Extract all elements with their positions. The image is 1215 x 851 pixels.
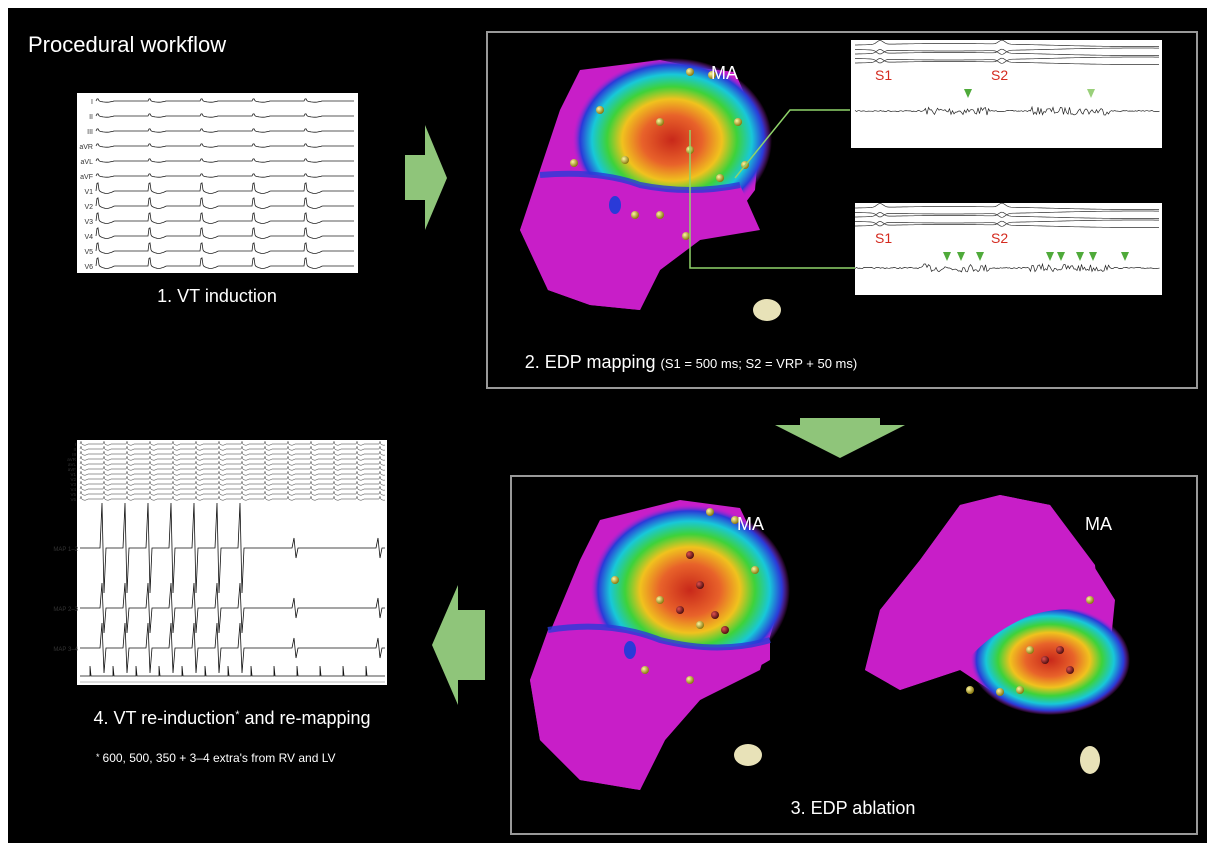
channel-label: MAP 1–2 [53, 547, 78, 553]
heart-icon [734, 744, 762, 766]
title: Procedural workflow [28, 32, 226, 57]
lead-label: V3 [84, 219, 93, 226]
lead-label: V2 [84, 204, 93, 211]
map-label: MA [737, 514, 764, 534]
lead-label: I [91, 99, 93, 106]
figure: Procedural workflow IIIIIIaVRaVLaVFV1V2V… [0, 0, 1215, 851]
lead-label: aVR [79, 144, 93, 151]
caption-main: 4. VT re-induction [93, 708, 235, 728]
caption-note: (S1 = 500 ms; S2 = VRP + 50 ms) [661, 356, 858, 371]
lead-label: V1 [84, 189, 93, 196]
map-label: MA [1085, 514, 1112, 534]
footnote: *600, 500, 350 + 3–4 extra's from RV and… [96, 751, 336, 765]
channel-label: MAP 2–3 [53, 607, 78, 613]
s2-label: S2 [991, 67, 1008, 83]
lead-label: aVL [81, 159, 94, 166]
map-label: MA [711, 63, 738, 83]
lead-label: V6 [84, 264, 93, 271]
caption: 3. EDP ablation [791, 798, 916, 818]
lead-label: V4 [84, 234, 93, 241]
s1-label: S1 [875, 230, 892, 246]
footnote-text: 600, 500, 350 + 3–4 extra's from RV and … [103, 751, 336, 765]
s1-label: S1 [875, 67, 892, 83]
channel-label: MAP 3–4 [53, 647, 78, 653]
s2-label: S2 [991, 230, 1008, 246]
lead-label: aVF [80, 174, 93, 181]
lead-label: III [87, 129, 93, 136]
heart-icon [753, 299, 781, 321]
lead-label: V6 [70, 497, 76, 502]
caption: 4. VT re-induction* and re-mapping [93, 708, 370, 728]
caption: 1. VT induction [157, 286, 277, 306]
footnote-mark: * [96, 752, 100, 762]
trace-panel [855, 203, 1162, 295]
trace-panel [851, 40, 1162, 148]
caption-rest: and re-mapping [239, 708, 370, 728]
lead-label: V5 [84, 249, 93, 256]
ecg-panel [77, 93, 358, 273]
heart-icon [1080, 746, 1100, 774]
lead-label: II [89, 114, 93, 121]
caption-main: 2. EDP mapping [525, 352, 656, 372]
